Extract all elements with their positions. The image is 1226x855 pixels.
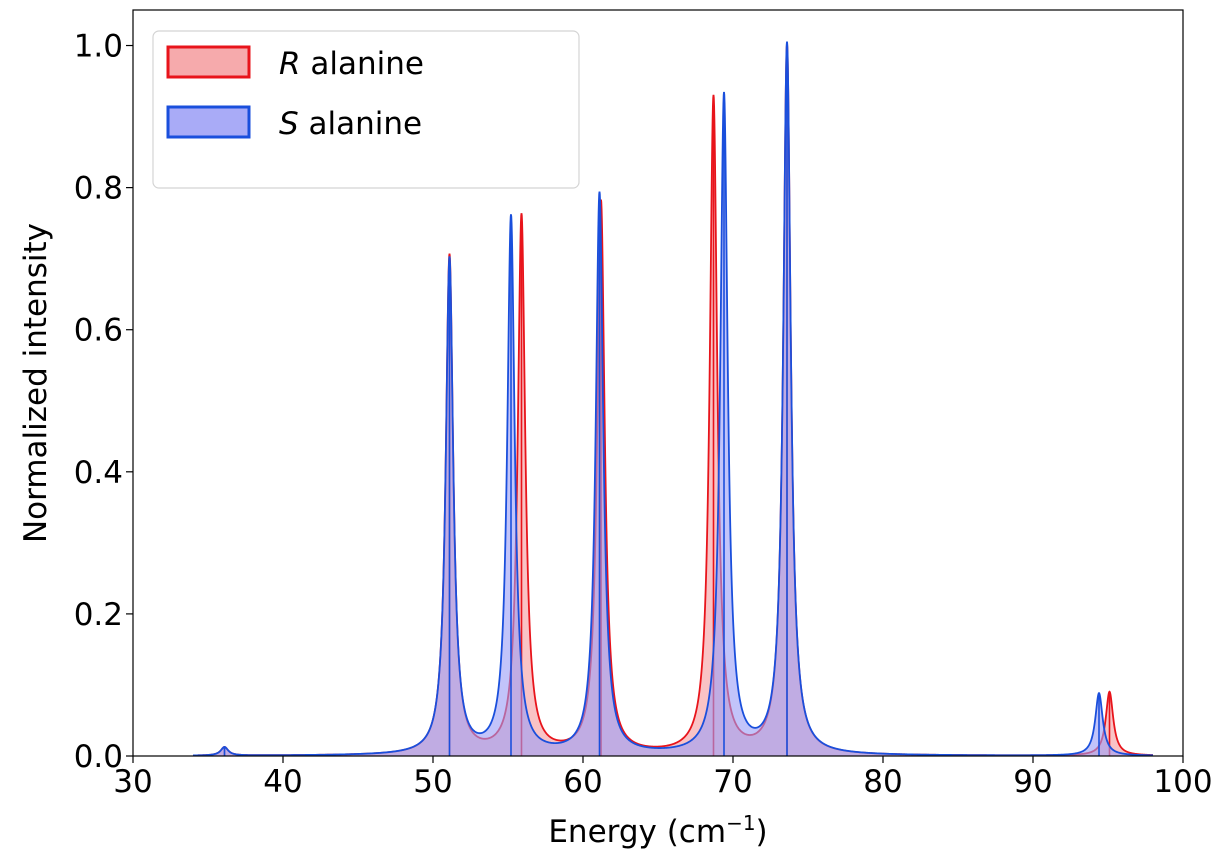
x-axis: 30 40 50 60 70 80 90 100 [113,756,1213,800]
series-1-line [193,41,1153,757]
y-tick-label: 0.4 [74,455,123,491]
y-tick-label: 0.6 [74,313,123,349]
legend-box [152,30,580,189]
x-tick-label: 90 [1013,764,1052,800]
x-tick-label: 80 [863,764,902,800]
plot-frame [132,9,1184,757]
x-axis-title: Energy (cm−1) [548,811,767,850]
y-tick-label: 0.0 [74,739,123,775]
y-axis-title: Normalized intensity [18,223,54,543]
y-tick-label: 1.0 [74,29,123,65]
x-tick-label: 30 [113,764,152,800]
x-tick-label: 70 [713,764,752,800]
legend-swatch-1 [166,105,251,139]
x-tick-label: 100 [1153,764,1212,800]
x-tick-label: 60 [563,764,602,800]
y-tick-label: 0.8 [74,171,123,207]
legend-label-1: S alanine [279,106,422,142]
plot-area [192,41,1154,757]
x-tick-label: 50 [413,764,452,800]
legend-swatch-0 [166,45,251,79]
y-tick-label: 0.2 [74,597,123,633]
y-axis: 0.0 0.2 0.4 0.6 0.8 1.0 [74,29,133,775]
x-tick-label: 40 [263,764,302,800]
legend: R alanine S alanine [152,30,580,189]
series-1 [193,41,1153,757]
legend-label-0: R alanine [279,46,424,82]
